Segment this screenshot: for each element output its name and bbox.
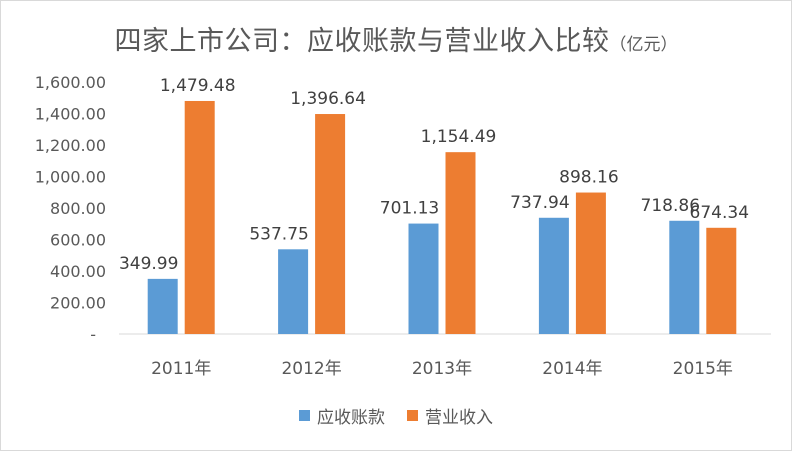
y-tick-label: 1,000.00	[35, 168, 106, 187]
bar-receivables	[538, 217, 569, 334]
chart-title: 四家上市公司：应收账款与营业收入比较（亿元）	[1, 19, 791, 58]
data-label-receivables: 349.99	[119, 254, 178, 274]
x-tick-label: 2011年	[151, 359, 211, 379]
y-tick-label: 600.00	[50, 231, 106, 250]
data-label-revenue: 674.34	[690, 203, 749, 223]
y-tick-label: -	[90, 325, 96, 344]
bar-revenue	[184, 100, 215, 334]
x-tick-label: 2013年	[412, 359, 472, 379]
data-label-receivables: 737.94	[510, 193, 569, 213]
data-label-receivables: 718.86	[641, 196, 700, 216]
legend-label-receivables: 应收账款	[317, 408, 385, 428]
bar-receivables	[408, 223, 439, 334]
legend-swatch-revenue	[407, 410, 418, 421]
data-label-revenue: 1,154.49	[421, 127, 497, 147]
data-label-revenue: 1,396.64	[290, 89, 366, 109]
x-tick-label: 2012年	[281, 359, 341, 379]
bar-receivables	[669, 220, 700, 334]
y-tick-label: 200.00	[50, 294, 106, 313]
y-tick-label: 1,200.00	[35, 136, 106, 155]
legend: 应收账款 营业收入	[1, 403, 791, 428]
y-tick-label: 1,600.00	[35, 73, 106, 92]
chart-title-text: 四家上市公司：应收账款与营业收入比较	[114, 26, 610, 57]
legend-swatch-receivables	[299, 410, 310, 421]
y-tick-label: 400.00	[50, 262, 106, 281]
x-tick-label: 2014年	[542, 359, 602, 379]
bar-revenue	[706, 227, 737, 334]
legend-item-receivables: 应收账款	[299, 403, 385, 428]
data-label-receivables: 701.13	[380, 199, 439, 219]
x-tick-label: 2015年	[673, 359, 733, 379]
data-label-revenue: 1,479.48	[160, 76, 236, 96]
bar-receivables	[278, 249, 309, 334]
bar-revenue	[575, 192, 606, 334]
y-tick-label: 1,400.00	[35, 105, 106, 124]
bar-receivables	[147, 278, 178, 334]
data-label-receivables: 537.75	[249, 224, 308, 244]
legend-label-revenue: 营业收入	[425, 408, 493, 428]
y-tick-label: 800.00	[50, 199, 106, 218]
bar-revenue	[445, 152, 476, 334]
bar-revenue	[315, 114, 346, 334]
data-label-revenue: 898.16	[559, 168, 618, 188]
chart-title-unit: （亿元）	[609, 35, 678, 55]
legend-item-revenue: 营业收入	[407, 403, 493, 428]
